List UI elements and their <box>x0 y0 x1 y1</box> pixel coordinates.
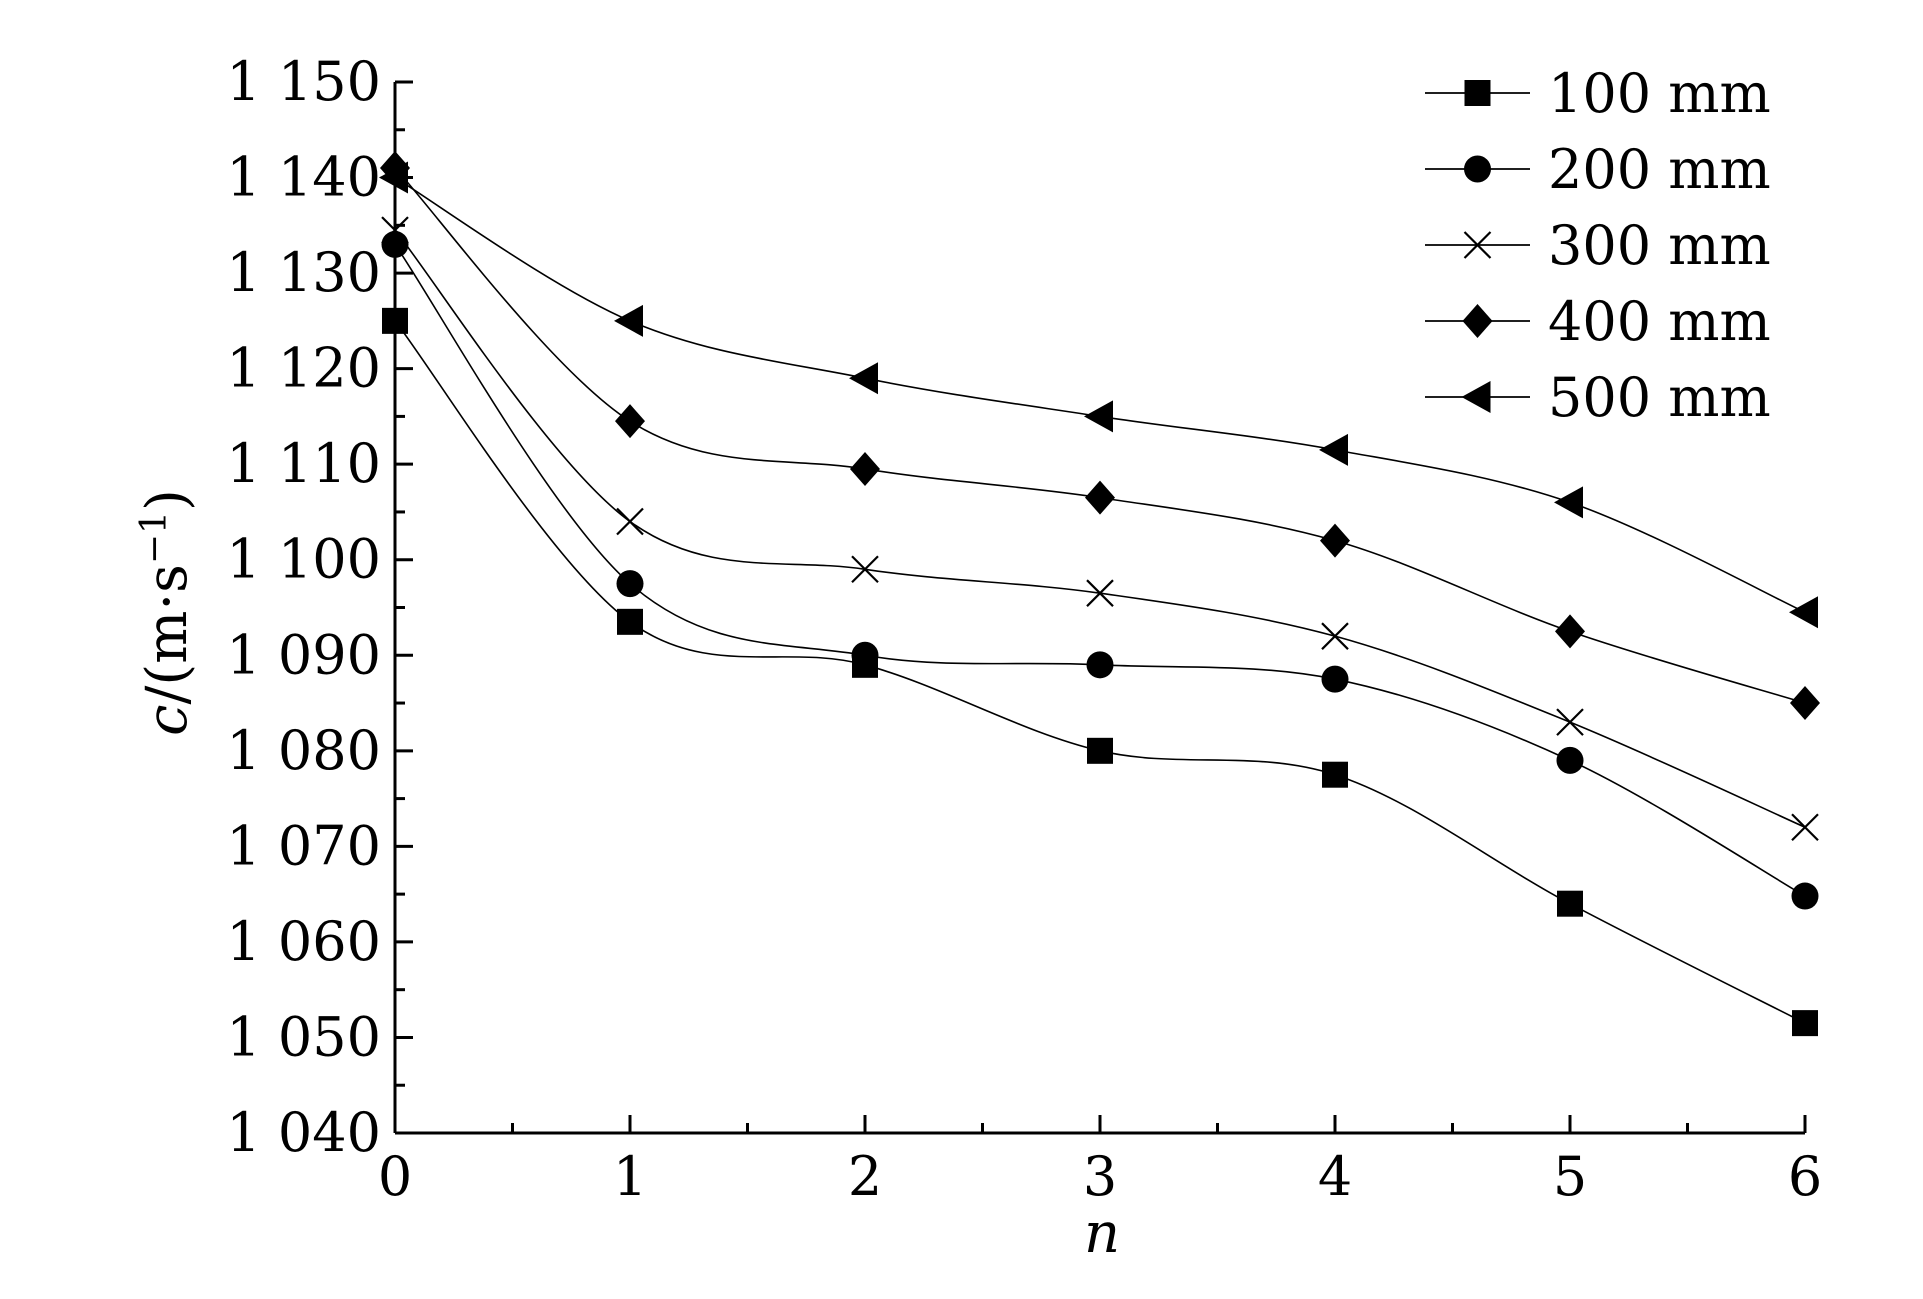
legend-item: 300 mm <box>1425 214 1771 277</box>
data-point <box>1320 523 1350 558</box>
legend-marker <box>1464 155 1491 183</box>
y-axis-title-exponent: −1 <box>134 511 175 564</box>
data-point <box>851 555 879 584</box>
series-layer <box>379 150 1820 1037</box>
series-200-mm <box>381 230 1819 910</box>
y-tick-label: 1 140 <box>226 146 381 209</box>
y-tick-label: 1 110 <box>226 432 381 495</box>
x-tick-label: 0 <box>378 1145 412 1208</box>
y-tick-label: 1 040 <box>226 1101 381 1164</box>
data-point <box>1791 813 1819 842</box>
legend-item: 400 mm <box>1425 290 1771 353</box>
series-400-mm <box>380 150 1820 721</box>
data-point <box>1792 1010 1818 1037</box>
data-point <box>1087 737 1113 764</box>
data-point <box>1086 651 1114 679</box>
y-tick-label: 1 080 <box>226 719 381 782</box>
x-tick-label: 4 <box>1318 1145 1352 1208</box>
legend: 100 mm 200 mm 300 mm 400 mm 500 mm <box>1425 62 1771 429</box>
data-point <box>1321 622 1349 650</box>
data-point <box>851 641 879 669</box>
legend-marker <box>1462 304 1493 338</box>
x-tick-label: 5 <box>1553 1145 1587 1208</box>
legend-item: 200 mm <box>1425 138 1771 201</box>
data-point <box>1556 746 1584 774</box>
data-point <box>1086 579 1114 607</box>
legend-label: 400 mm <box>1548 290 1771 353</box>
y-tick-label: 1 150 <box>226 50 381 113</box>
data-point <box>850 451 880 486</box>
legend-label: 100 mm <box>1548 62 1771 125</box>
data-point <box>1555 614 1585 649</box>
data-point <box>1557 890 1583 917</box>
data-point <box>616 507 644 536</box>
y-tick-label: 1 090 <box>226 623 381 686</box>
data-point <box>1085 480 1115 515</box>
x-tick-label: 6 <box>1788 1145 1822 1208</box>
y-axis-title: c/(m·s−1) <box>134 489 200 736</box>
data-point <box>1791 882 1819 910</box>
axis-ticks: 1 040 1 050 1 060 1 070 1 080 1 090 1 100 1 110… <box>226 50 1822 1208</box>
y-axis-title-unit: /(m·s <box>135 564 200 704</box>
series-500-mm <box>379 161 1818 629</box>
y-tick-label: 1 050 <box>226 1005 381 1068</box>
data-point <box>1556 708 1584 736</box>
data-point <box>1790 686 1820 721</box>
legend-marker <box>1463 231 1492 259</box>
data-point <box>1084 400 1113 433</box>
y-axis-title-close: ) <box>135 489 200 511</box>
legend-marker <box>1461 381 1491 413</box>
legend-item: 100 mm <box>1425 62 1771 125</box>
legend-label: 200 mm <box>1548 138 1771 201</box>
data-point <box>616 570 644 598</box>
data-point <box>615 404 645 439</box>
y-tick-label: 1 070 <box>226 814 381 877</box>
y-tick-label: 1 100 <box>226 528 381 591</box>
legend-label: 300 mm <box>1548 214 1771 277</box>
data-point <box>1554 486 1583 519</box>
legend-label: 500 mm <box>1548 366 1771 429</box>
legend-marker <box>1464 80 1491 106</box>
data-point <box>1319 433 1348 466</box>
series-300-mm <box>381 216 1819 842</box>
y-tick-label: 1 130 <box>226 241 381 304</box>
legend-item: 500 mm <box>1425 366 1771 429</box>
data-point <box>1789 596 1818 629</box>
x-axis-title: n <box>1084 1201 1120 1266</box>
data-point <box>1322 761 1348 788</box>
x-tick-label: 2 <box>848 1145 882 1208</box>
y-tick-label: 1 060 <box>226 910 381 973</box>
x-tick-label: 1 <box>613 1145 647 1208</box>
data-point <box>849 362 878 395</box>
x-tick-label: 3 <box>1083 1145 1117 1208</box>
y-tick-label: 1 120 <box>226 337 381 400</box>
data-point <box>614 304 643 337</box>
data-point <box>1321 665 1349 693</box>
y-axis-title-symbol: c <box>135 704 200 735</box>
data-point <box>617 608 643 635</box>
